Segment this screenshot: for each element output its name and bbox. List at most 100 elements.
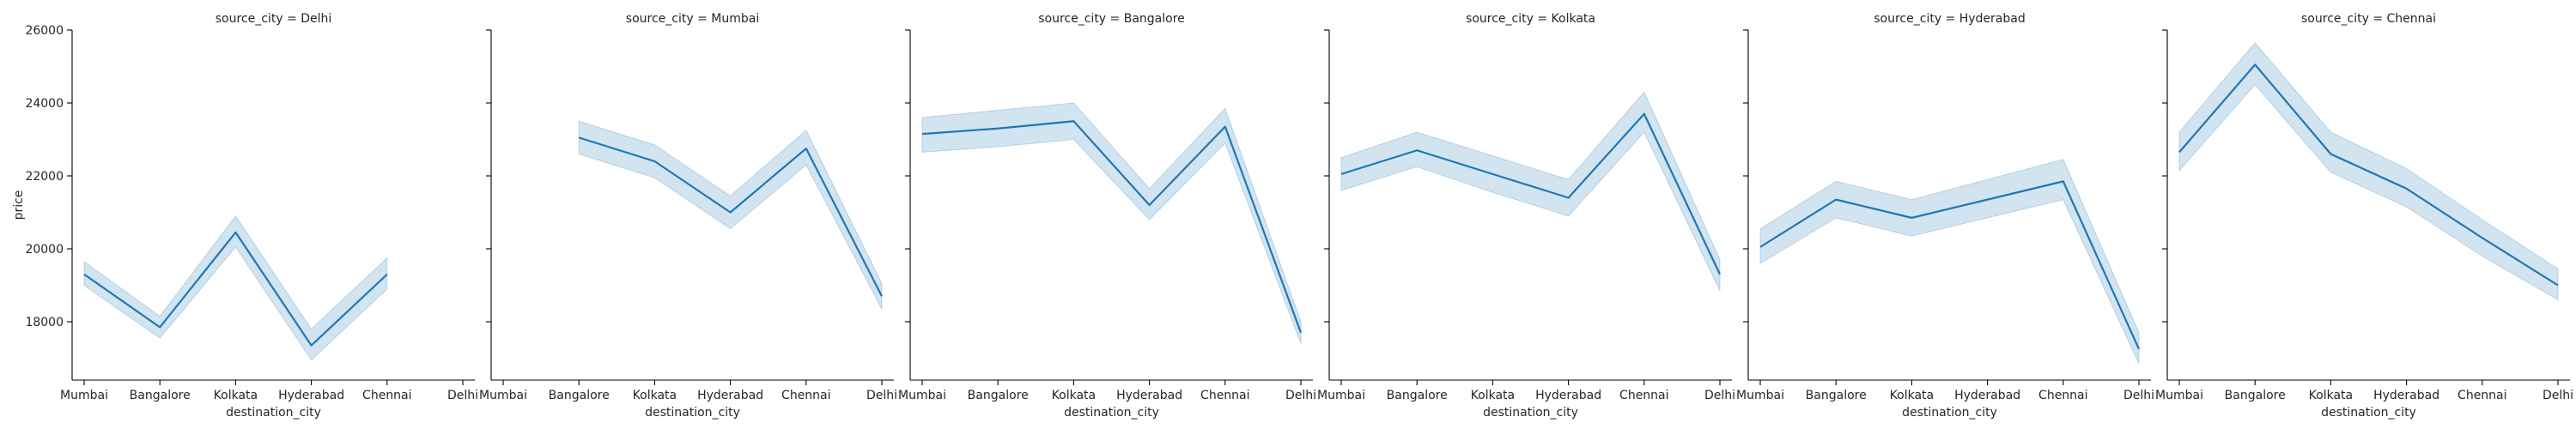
x-tick-label: Kolkata — [2309, 389, 2353, 402]
data-point — [1224, 125, 1227, 129]
data-point — [2253, 63, 2257, 66]
x-tick-label: Delhi — [2543, 389, 2573, 402]
data-point — [1759, 245, 1762, 249]
facet-title: source_city = Bangalore — [1038, 12, 1185, 26]
x-tick-label: Hyderabad — [2373, 389, 2439, 402]
data-point — [2329, 153, 2332, 156]
price-line — [2178, 63, 2559, 287]
price-line — [83, 231, 388, 347]
x-tick-label: Mumbai — [2155, 389, 2203, 402]
data-point — [2405, 187, 2409, 190]
x-axis-label: destination_city — [1064, 406, 1159, 420]
data-point — [1718, 273, 1722, 276]
data-point — [2481, 236, 2484, 239]
x-axis-label: destination_city — [226, 406, 321, 420]
x-tick-label: Kolkata — [1052, 389, 1096, 402]
x-tick-label: Hyderabad — [1954, 389, 2020, 402]
facet-title: source_city = Mumbai — [626, 12, 759, 26]
data-point — [1834, 198, 1838, 202]
x-tick-label: Delhi — [2123, 389, 2154, 402]
x-tick-label: Bangalore — [2225, 389, 2286, 402]
y-tick-label: 26000 — [25, 24, 64, 38]
x-tick-label: Chennai — [1200, 389, 1249, 402]
data-point — [1072, 119, 1075, 123]
x-tick-label: Kolkata — [214, 389, 258, 402]
x-tick-label: Bangalore — [1387, 389, 1448, 402]
x-axis-label: destination_city — [1902, 406, 1997, 420]
data-point — [805, 147, 808, 150]
x-tick-label: Chennai — [2458, 389, 2506, 402]
data-point — [2137, 347, 2141, 351]
data-point — [1910, 216, 1913, 220]
x-tick-label: Hyderabad — [1535, 389, 1601, 402]
x-tick-label: Mumbai — [479, 389, 527, 402]
x-tick-label: Bangalore — [968, 389, 1029, 402]
facet-title: source_city = Hyderabad — [1874, 12, 2025, 26]
confidence-band — [83, 214, 388, 361]
x-tick-label: Kolkata — [1471, 389, 1515, 402]
x-tick-label: Chennai — [362, 389, 411, 402]
price-line — [578, 136, 883, 297]
y-tick-label: 18000 — [25, 316, 64, 329]
y-tick-label: 20000 — [25, 243, 64, 257]
data-point — [2178, 150, 2181, 154]
x-tick-label: Chennai — [2038, 389, 2087, 402]
x-tick-label: Bangalore — [130, 389, 191, 402]
data-point — [82, 273, 86, 276]
data-point — [1415, 148, 1419, 152]
confidence-band — [578, 120, 883, 310]
data-point — [2062, 179, 2065, 183]
x-tick-label: Chennai — [1619, 389, 1668, 402]
data-point — [1340, 172, 1343, 176]
data-point — [310, 344, 313, 347]
x-tick-label: Hyderabad — [1116, 389, 1182, 402]
x-tick-label: Hyderabad — [278, 389, 344, 402]
x-tick-label: Mumbai — [1736, 389, 1784, 402]
price-line — [1759, 180, 2141, 350]
y-tick-label: 24000 — [25, 97, 64, 111]
data-point — [729, 211, 732, 214]
data-point — [1986, 198, 1990, 202]
x-tick-label: Delhi — [866, 389, 897, 402]
x-tick-label: Delhi — [1285, 389, 1316, 402]
x-axis-label: destination_city — [2321, 406, 2416, 420]
x-tick-label: Bangalore — [1806, 389, 1867, 402]
x-tick-label: Mumbai — [898, 389, 946, 402]
data-point — [653, 160, 656, 163]
data-point — [1491, 172, 1494, 176]
x-tick-label: Hyderabad — [697, 389, 763, 402]
x-tick-label: Delhi — [1704, 389, 1735, 402]
x-tick-label: Bangalore — [549, 389, 610, 402]
data-point — [996, 127, 999, 130]
data-point — [1643, 112, 1646, 116]
data-point — [234, 231, 237, 234]
data-point — [386, 273, 389, 276]
x-tick-label: Mumbai — [60, 389, 108, 402]
x-tick-label: Delhi — [447, 389, 478, 402]
y-tick-label: 22000 — [25, 170, 64, 184]
confidence-band — [1340, 91, 1721, 292]
data-point — [1299, 331, 1303, 335]
x-tick-label: Chennai — [781, 389, 830, 402]
data-point — [158, 325, 161, 329]
data-point — [2556, 284, 2560, 287]
data-point — [880, 294, 884, 298]
confidence-band — [921, 102, 1302, 344]
price-line — [1340, 112, 1721, 275]
y-axis-label: price — [12, 190, 26, 221]
data-point — [920, 132, 924, 136]
x-tick-label: Mumbai — [1317, 389, 1365, 402]
facet-title: source_city = Delhi — [216, 12, 332, 26]
data-point — [1148, 203, 1151, 207]
data-point — [577, 136, 580, 139]
facet-title: source_city = Chennai — [2301, 12, 2436, 26]
confidence-band — [1759, 159, 2140, 365]
x-axis-label: destination_city — [1483, 406, 1578, 420]
data-point — [1567, 196, 1571, 200]
x-tick-label: Kolkata — [1890, 389, 1934, 402]
price-line — [921, 120, 1303, 334]
facet-title: source_city = Kolkata — [1466, 12, 1595, 26]
x-tick-label: Kolkata — [633, 389, 677, 402]
x-axis-label: destination_city — [645, 406, 740, 420]
